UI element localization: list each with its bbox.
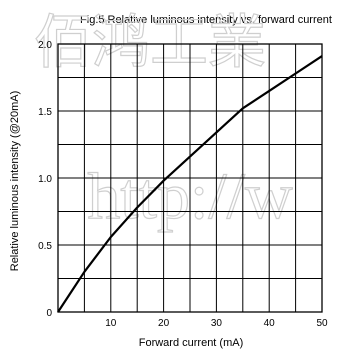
x-tick-label: 50 <box>316 318 328 329</box>
x-tick-label: 30 <box>211 318 223 329</box>
series-layer <box>57 55 323 313</box>
watermark-chinese: 佰鸿工業 <box>34 10 266 75</box>
y-axis-label: Relative luminous intensity (@20mA) <box>9 91 21 272</box>
x-tick-label: 20 <box>158 318 170 329</box>
y-tick-label: 1.5 <box>38 107 52 118</box>
x-axis-ticks: 10 20 30 40 50 <box>105 318 328 329</box>
x-tick-label: 10 <box>105 318 117 329</box>
x-tick-label: 40 <box>264 318 276 329</box>
plot-frame <box>57 43 323 313</box>
x-axis-label: Forward current (mA) <box>139 337 244 349</box>
axes <box>57 43 323 313</box>
y-tick-label: 0.5 <box>38 241 52 252</box>
y-tick-label: 1.0 <box>38 174 52 185</box>
y-tick-label: 2.0 <box>38 40 52 51</box>
series-line-0 <box>57 55 323 313</box>
chart-title: Fig.5 Relative luminous intensity vs. fo… <box>80 14 332 26</box>
y-tick-label: 0 <box>46 308 52 319</box>
y-axis-ticks: 0 0.5 1.0 1.5 2.0 <box>38 40 52 319</box>
grid <box>58 44 322 312</box>
